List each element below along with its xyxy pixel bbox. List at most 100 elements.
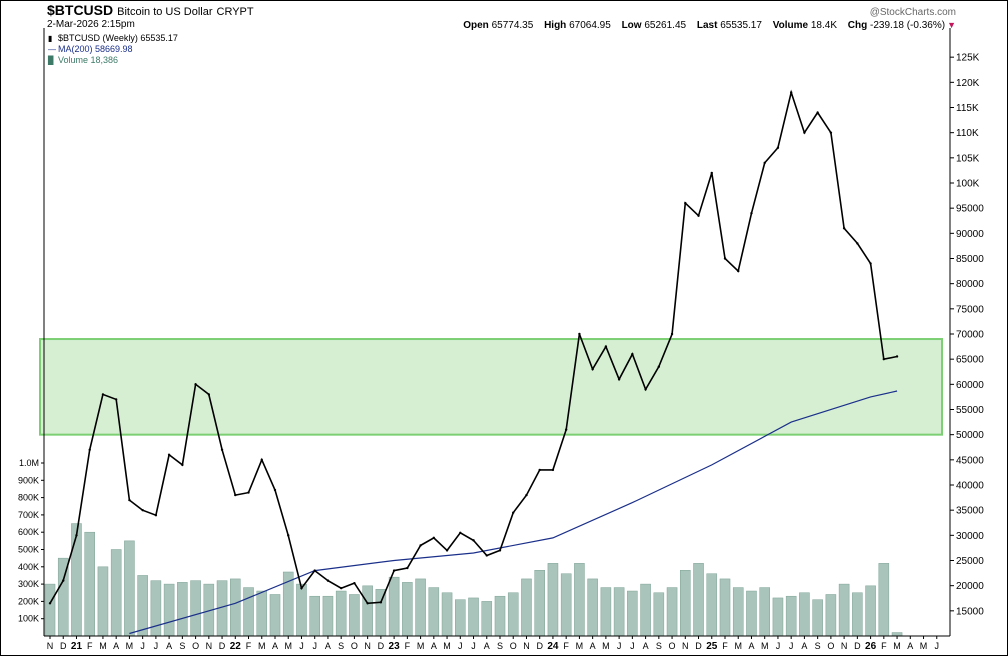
volume-bar: [322, 595, 334, 637]
volume-bar: [706, 573, 718, 637]
month-tick-label: J: [458, 641, 463, 651]
month-tick-label: F: [405, 641, 411, 651]
price-point: [498, 549, 502, 552]
month-tick-label: M: [761, 641, 769, 651]
volume-bar: [256, 590, 268, 637]
support-zone: [39, 338, 943, 436]
price-point: [882, 357, 886, 361]
month-tick-label: D: [536, 641, 543, 651]
month-tick-label: M: [576, 641, 584, 651]
price-tick-label: 40000: [956, 481, 984, 492]
price-point: [538, 468, 541, 472]
instrument-name: Bitcoin to US Dollar: [117, 6, 213, 18]
volume-tick-label: 700K: [18, 510, 39, 520]
price-point: [128, 498, 131, 502]
price-tick-label: 75000: [956, 304, 984, 315]
price-point: [737, 269, 740, 273]
volume-bar: [110, 549, 122, 637]
month-tick-label: J: [154, 641, 159, 651]
price-tick-label: 80000: [956, 279, 984, 290]
month-tick-label: A: [325, 641, 331, 651]
price-bar-icon: ▮: [48, 34, 53, 43]
month-tick-label: M: [734, 641, 742, 651]
price-point: [670, 332, 674, 336]
price-tick-label: 65000: [956, 355, 984, 366]
month-tick-label: D: [854, 641, 861, 651]
volume-bar: [494, 595, 506, 637]
volume-bar: [812, 599, 823, 637]
month-tick-label: J: [299, 641, 304, 651]
price-tick-label: 90000: [956, 229, 984, 240]
month-tick-label: N: [206, 641, 213, 651]
month-tick-label: S: [338, 641, 344, 651]
legend-price[interactable]: ▮ $BTCUSD (Weekly) 65535.17: [48, 33, 178, 44]
price-tick-label: 115K: [956, 103, 979, 114]
price-point: [260, 458, 263, 462]
open-value: 65774.35: [491, 20, 534, 31]
price-point: [432, 536, 436, 540]
price-point: [472, 539, 475, 542]
volume-bar: [732, 587, 744, 637]
price-point: [657, 365, 661, 368]
legend-ma[interactable]: — MA(200) 58669.98: [48, 44, 178, 55]
volume-bar: [402, 582, 413, 637]
volume-tick-label: 200K: [18, 596, 39, 606]
price-point: [459, 531, 462, 535]
volume-tick-label: 300K: [18, 579, 39, 589]
month-tick-label: A: [431, 641, 437, 651]
month-tick-label: A: [272, 641, 278, 651]
month-tick-label: M: [258, 641, 266, 651]
volume-bar: [719, 578, 731, 637]
month-tick-label: M: [920, 641, 928, 651]
price-point: [750, 212, 753, 215]
price-point: [604, 345, 608, 348]
price-point: [816, 111, 819, 114]
month-tick-label: N: [841, 641, 848, 651]
low-label: Low: [621, 20, 642, 31]
volume-bar: [296, 583, 307, 637]
date-axis: N D 21 F M A M J J A S O N D 22 F M A M J J A S O N D 23 F M A M J J A S O N…: [44, 635, 950, 652]
price-point: [895, 355, 899, 358]
chart-datetime: 2-Mar-2026 2:15pm: [47, 19, 135, 30]
price-point: [273, 488, 277, 492]
chg-value: -239.18 (-0.36%): [870, 20, 946, 31]
price-point: [763, 161, 766, 165]
volume-bar: [190, 580, 201, 637]
price-point: [326, 579, 330, 582]
month-tick-label: N: [364, 641, 371, 651]
volume-bar: [772, 597, 784, 637]
ohlc-bar: Open 65774.35 High 67064.95 Low 65261.45…: [463, 20, 956, 31]
price-point: [62, 579, 65, 582]
volume-bar: [177, 582, 188, 637]
volume-bar: [84, 531, 95, 637]
volume-tick-label: 100K: [18, 614, 39, 624]
price-point: [406, 566, 409, 570]
price-tick-label: 125K: [956, 53, 980, 64]
month-tick-label: A: [590, 641, 596, 651]
legend-price-label: $BTCUSD (Weekly) 65535.17: [58, 33, 178, 43]
price-tick-label: 95000: [956, 204, 984, 215]
price-point: [300, 586, 303, 590]
month-tick-label: J: [140, 641, 145, 651]
volume-tick-label: 1.0M: [19, 458, 39, 468]
volume-bar: [349, 594, 360, 637]
price-point: [697, 214, 700, 217]
legend-volume[interactable]: ▉ Volume 18,386: [48, 55, 178, 66]
price-point: [445, 549, 449, 552]
price-point: [829, 131, 833, 134]
month-tick-label: J: [935, 641, 940, 651]
chg-label: Chg: [847, 20, 868, 31]
price-point: [684, 201, 687, 205]
price-point: [392, 569, 396, 572]
price-tick-label: 25000: [956, 556, 984, 567]
price-point: [869, 262, 872, 265]
year-tick-label: 22: [230, 641, 242, 652]
high-label: High: [544, 20, 567, 31]
price-tick-label: 85000: [956, 254, 984, 265]
month-tick-label: J: [630, 641, 635, 651]
volume-bar: [653, 592, 665, 637]
month-tick-label: M: [284, 641, 292, 651]
volume-bar: [799, 592, 810, 637]
volume-bar: [693, 563, 704, 637]
price-point: [591, 368, 594, 371]
